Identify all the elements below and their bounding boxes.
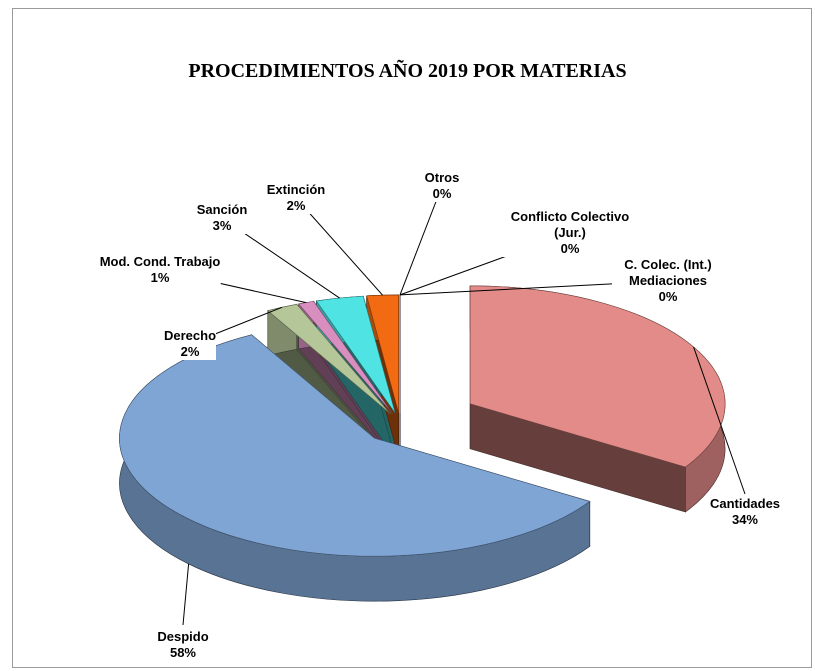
value-label: 0%: [502, 241, 638, 257]
data-label: Otros 0%: [424, 170, 460, 202]
value-label: 3%: [196, 218, 248, 234]
slice-tops: [119, 285, 726, 557]
data-label: Despido 58%: [157, 629, 209, 661]
data-label: Mod. Cond. Trabajo 1%: [99, 254, 221, 286]
category-label: C. Colec. (Int.) Mediaciones: [612, 257, 724, 289]
value-label: 2%: [266, 198, 326, 214]
category-label: Despido: [157, 629, 209, 645]
leader-line: [693, 346, 746, 495]
data-label: Conflicto Colectivo (Jur.) 0%: [502, 209, 638, 257]
leader-line: [399, 185, 443, 296]
data-label: Derecho 2%: [163, 328, 217, 360]
slice: [119, 334, 591, 557]
slice: [267, 304, 391, 415]
slice: [366, 294, 399, 414]
value-label: 0%: [424, 186, 460, 202]
slice: [469, 285, 726, 468]
slice: [315, 295, 396, 414]
chart-frame: [12, 8, 812, 668]
data-label: C. Colec. (Int.) Mediaciones 0%: [612, 257, 724, 305]
category-label: Cantidades: [709, 496, 781, 512]
leader-line: [182, 563, 190, 626]
value-label: 0%: [612, 289, 724, 305]
value-label: 1%: [99, 270, 221, 286]
chart-title: PROCEDIMIENTOS AÑO 2019 POR MATERIAS: [188, 60, 627, 82]
value-label: 34%: [709, 512, 781, 528]
leader-line: [295, 197, 383, 296]
category-label: Otros: [424, 170, 460, 186]
value-label: 58%: [157, 645, 209, 661]
value-label: 2%: [163, 344, 217, 360]
data-label: Extinción 2%: [266, 182, 326, 214]
category-label: Mod. Cond. Trabajo: [99, 254, 221, 270]
category-label: Derecho: [163, 328, 217, 344]
data-label: Cantidades 34%: [709, 496, 781, 528]
data-label: Sanción 3%: [196, 202, 248, 234]
category-label: Extinción: [266, 182, 326, 198]
category-label: Sanción: [196, 202, 248, 218]
category-label: Conflicto Colectivo (Jur.): [502, 209, 638, 241]
